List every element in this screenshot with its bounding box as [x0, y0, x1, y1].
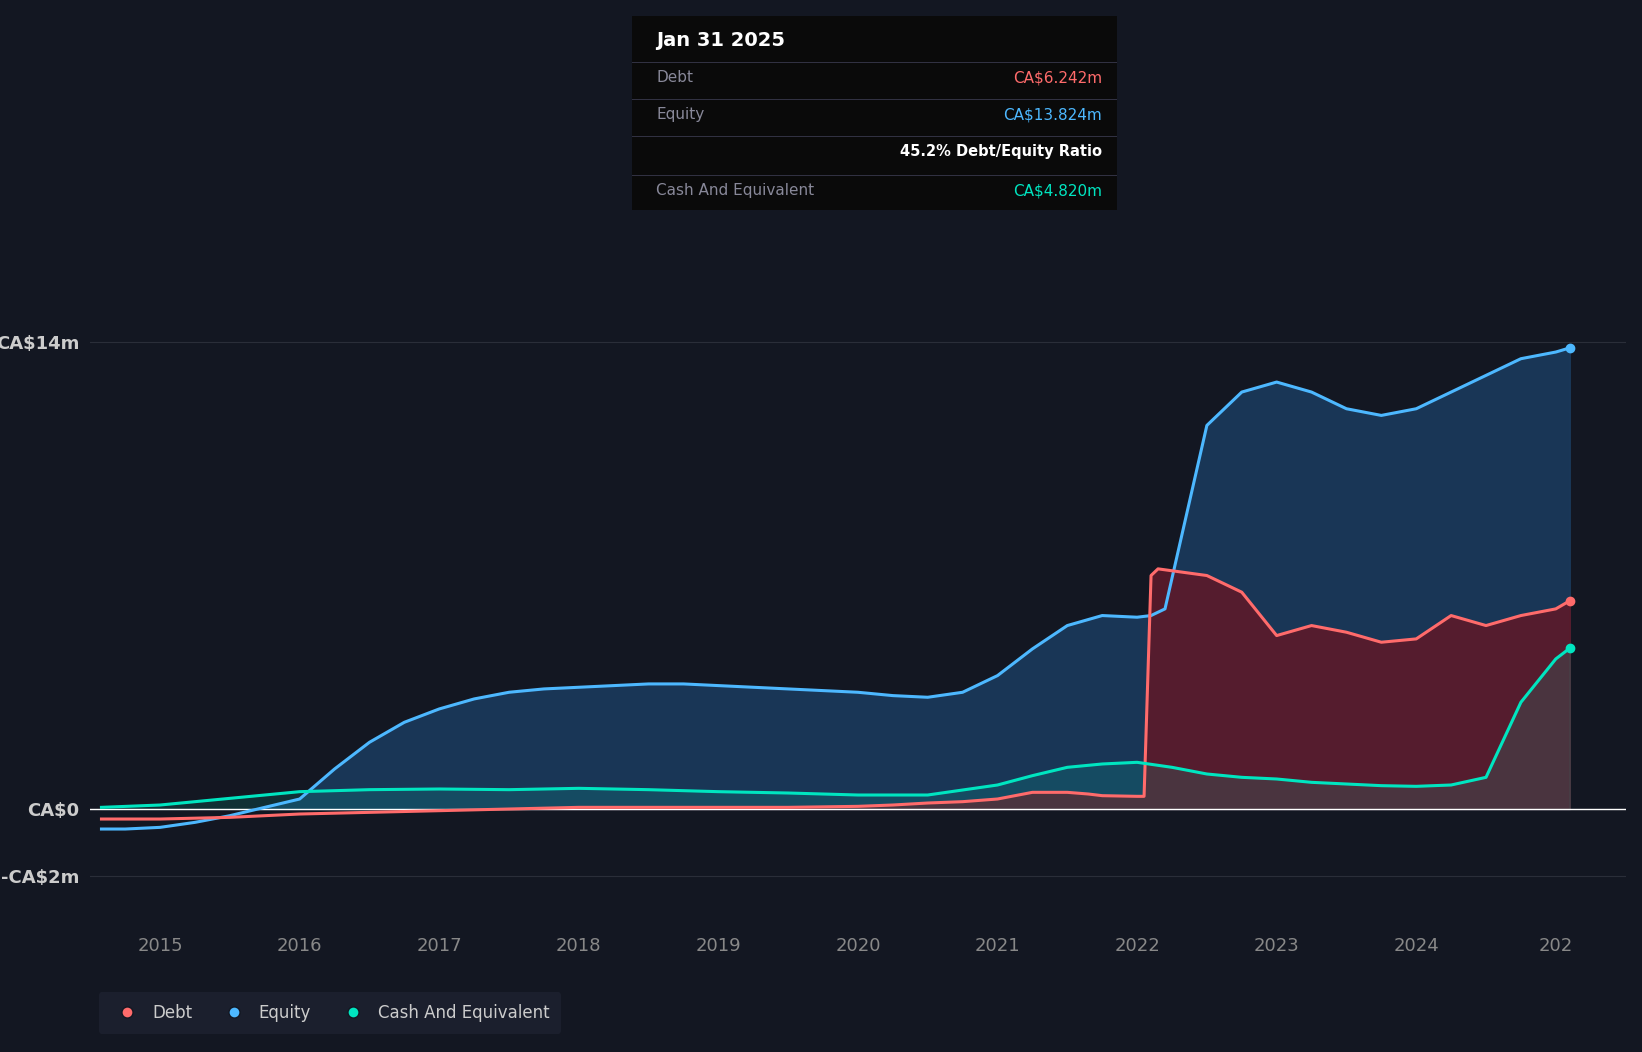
Legend: Debt, Equity, Cash And Equivalent: Debt, Equity, Cash And Equivalent	[99, 992, 562, 1034]
Text: Equity: Equity	[657, 107, 704, 122]
Text: 45.2% Debt/Equity Ratio: 45.2% Debt/Equity Ratio	[900, 144, 1102, 159]
Text: Jan 31 2025: Jan 31 2025	[657, 32, 785, 50]
Text: Debt: Debt	[657, 70, 693, 85]
Text: CA$4.820m: CA$4.820m	[1013, 183, 1102, 198]
Text: Cash And Equivalent: Cash And Equivalent	[657, 183, 814, 198]
Text: CA$6.242m: CA$6.242m	[1013, 70, 1102, 85]
Text: CA$13.824m: CA$13.824m	[1003, 107, 1102, 122]
